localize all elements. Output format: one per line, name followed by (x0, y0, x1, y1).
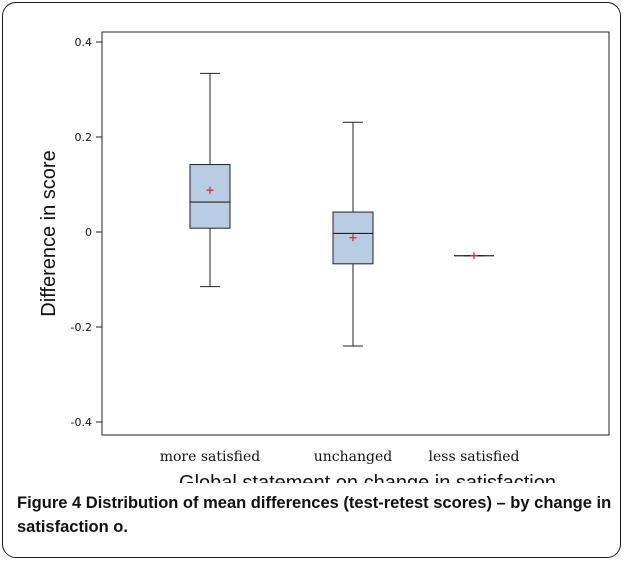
y-axis-ticks: 0.4 0.2 0 -0.2 -0.4 (71, 36, 102, 429)
y-tick-label: 0.2 (75, 131, 93, 144)
x-axis-label: Global statement on change in satisfacti… (179, 472, 556, 483)
y-tick-label: -0.2 (71, 321, 92, 334)
x-category-label: unchanged (314, 449, 393, 465)
plot-area (101, 31, 610, 436)
box-less-satisfied (454, 252, 494, 260)
y-tick-label: -0.4 (71, 416, 92, 429)
box-more-satisfied (189, 72, 231, 288)
y-tick-label: 0 (85, 226, 92, 239)
figure-caption: Figure 4 Distribution of mean difference… (17, 491, 617, 539)
x-category-label: more satisfied (160, 449, 261, 465)
iqr-box (189, 164, 231, 229)
x-category-label: less satisfied (429, 449, 520, 465)
figure-frame: 0.4 0.2 0 -0.2 -0.4 more satisfied unchanged l… (2, 2, 621, 558)
caption-text: Distribution of mean differences (test-r… (17, 494, 612, 536)
figure-label: Figure 4 (17, 494, 82, 512)
box-plot-chart: 0.4 0.2 0 -0.2 -0.4 more satisfied unchanged l… (38, 31, 610, 483)
y-tick-label: 0.4 (75, 36, 93, 49)
x-axis-categories: more satisfied unchanged less satisfied (160, 449, 520, 465)
box-unchanged (332, 121, 374, 347)
y-axis-label: Difference in score (38, 150, 60, 316)
box-series (189, 72, 494, 347)
